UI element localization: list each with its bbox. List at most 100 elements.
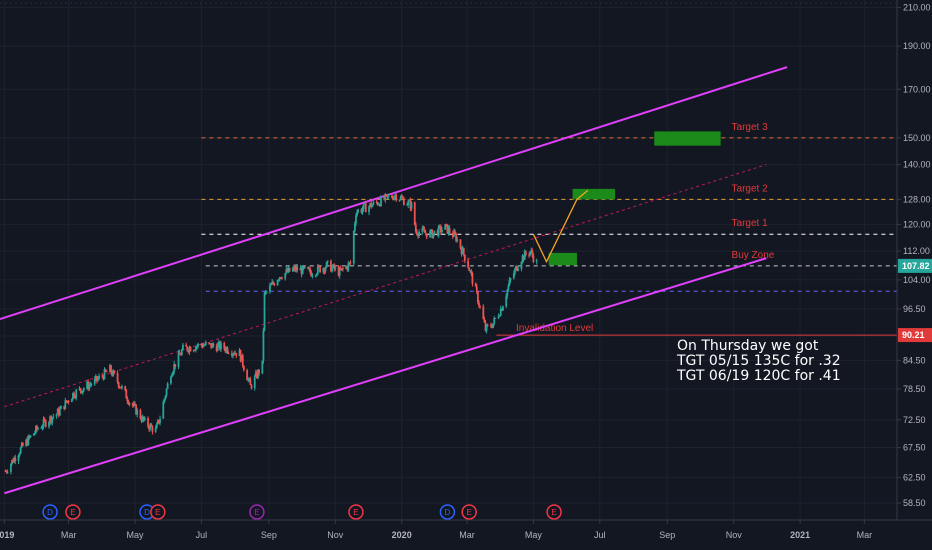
candle-body: [223, 342, 226, 349]
candle-body: [485, 324, 488, 331]
candle-body: [263, 292, 266, 331]
candle-body: [380, 196, 382, 207]
note-line: TGT 06/19 120C for .41: [676, 368, 841, 384]
y-tick-label: 150.00: [903, 133, 931, 143]
candle-body: [66, 400, 69, 403]
candle-body: [32, 433, 35, 436]
x-tick-label: Mar: [459, 530, 475, 540]
candle-body: [256, 372, 258, 379]
candle-body: [55, 413, 58, 417]
candle-body: [309, 268, 312, 273]
candle-body: [376, 202, 379, 205]
candle-body: [524, 251, 527, 255]
candle-body: [119, 387, 122, 389]
candle-body: [475, 286, 478, 292]
candle-body: [172, 371, 174, 375]
candle-body: [121, 386, 123, 389]
event-marker-letter: E: [155, 508, 160, 517]
candle-body: [529, 251, 532, 256]
candle-body: [104, 369, 107, 372]
candle-body: [418, 231, 421, 237]
candle-body: [215, 345, 218, 352]
candle-body: [124, 386, 127, 391]
candle-body: [148, 426, 151, 430]
candle-body: [424, 232, 427, 234]
price-axis[interactable]: 210.00 190.00 170.00 150.00 140.00 128.00 120.…: [897, 2, 931, 508]
candle-body: [143, 418, 146, 421]
candle-body: [505, 296, 508, 307]
invalidation-price-badge-bg: [898, 328, 932, 343]
x-tick-label: May: [525, 530, 543, 540]
candle-body: [177, 352, 180, 367]
candle-body: [362, 204, 365, 210]
candle-body: [33, 432, 36, 434]
candle-body: [281, 278, 283, 280]
candle-body: [310, 272, 313, 277]
candle-body: [102, 376, 105, 380]
event-marker-letter: D: [144, 508, 150, 517]
y-tick-label: 120.00: [903, 219, 931, 229]
candle-body: [387, 195, 390, 197]
candle-body: [67, 400, 70, 403]
candle-body: [150, 424, 153, 427]
projection-path: [532, 189, 589, 264]
candle-body: [224, 348, 227, 352]
candle-body: [355, 215, 357, 224]
candle-body: [308, 268, 311, 270]
candle-body: [347, 263, 350, 270]
candle-body: [395, 194, 398, 201]
candle-body: [89, 384, 92, 386]
candle-body: [517, 268, 520, 271]
candle-body: [337, 267, 340, 276]
candle-body: [311, 275, 314, 277]
candle-body: [82, 388, 85, 391]
candle-body: [379, 204, 381, 207]
event-marker-letter: D: [47, 508, 53, 517]
event-marker-earnings: [150, 504, 166, 520]
target-zones: [548, 131, 721, 266]
candle-body: [331, 267, 333, 272]
candle-body: [141, 416, 144, 422]
candle-body: [476, 291, 479, 303]
candle-body: [470, 270, 473, 274]
candle-body: [287, 267, 290, 273]
candle-body: [19, 447, 22, 454]
time-axis[interactable]: 2019 Mar May Jul Sep Nov 2020 Mar May Jul Sep Nov 20…: [0, 520, 872, 540]
time-axis-panel[interactable]: [0, 520, 932, 550]
candle-body: [410, 202, 413, 209]
candle-body: [370, 203, 373, 208]
y-tick-label: 67.50: [903, 443, 926, 453]
candle-body: [471, 273, 474, 284]
y-tick-label: 170.00: [903, 84, 931, 94]
candle-body: [483, 319, 486, 323]
candle-body: [296, 266, 299, 271]
candle-body: [400, 196, 403, 198]
candle-body: [250, 384, 253, 389]
level-label: Target 3: [732, 122, 769, 133]
candle-body: [490, 325, 492, 327]
candle-body: [416, 231, 418, 235]
candle-body: [278, 277, 281, 280]
candle-body: [339, 268, 342, 270]
candle-body: [155, 423, 158, 429]
candle-body: [128, 403, 131, 405]
y-tick-label: 112.00: [903, 246, 930, 256]
candle-body: [454, 231, 456, 235]
candle-body: [462, 247, 465, 255]
candle-body: [445, 224, 448, 226]
candle-body: [482, 306, 485, 320]
event-marker-earnings: [546, 504, 562, 520]
y-tick-label: 62.50: [903, 472, 926, 482]
candle-body: [226, 347, 229, 353]
candle-body: [509, 278, 512, 280]
candle-body: [334, 267, 337, 270]
candle-body: [90, 384, 93, 386]
candle-body: [178, 352, 181, 355]
candle-body: [203, 345, 206, 346]
candle-body: [58, 408, 61, 416]
candle-body: [469, 270, 472, 272]
candle-body: [118, 387, 121, 388]
candle-body: [448, 227, 451, 234]
